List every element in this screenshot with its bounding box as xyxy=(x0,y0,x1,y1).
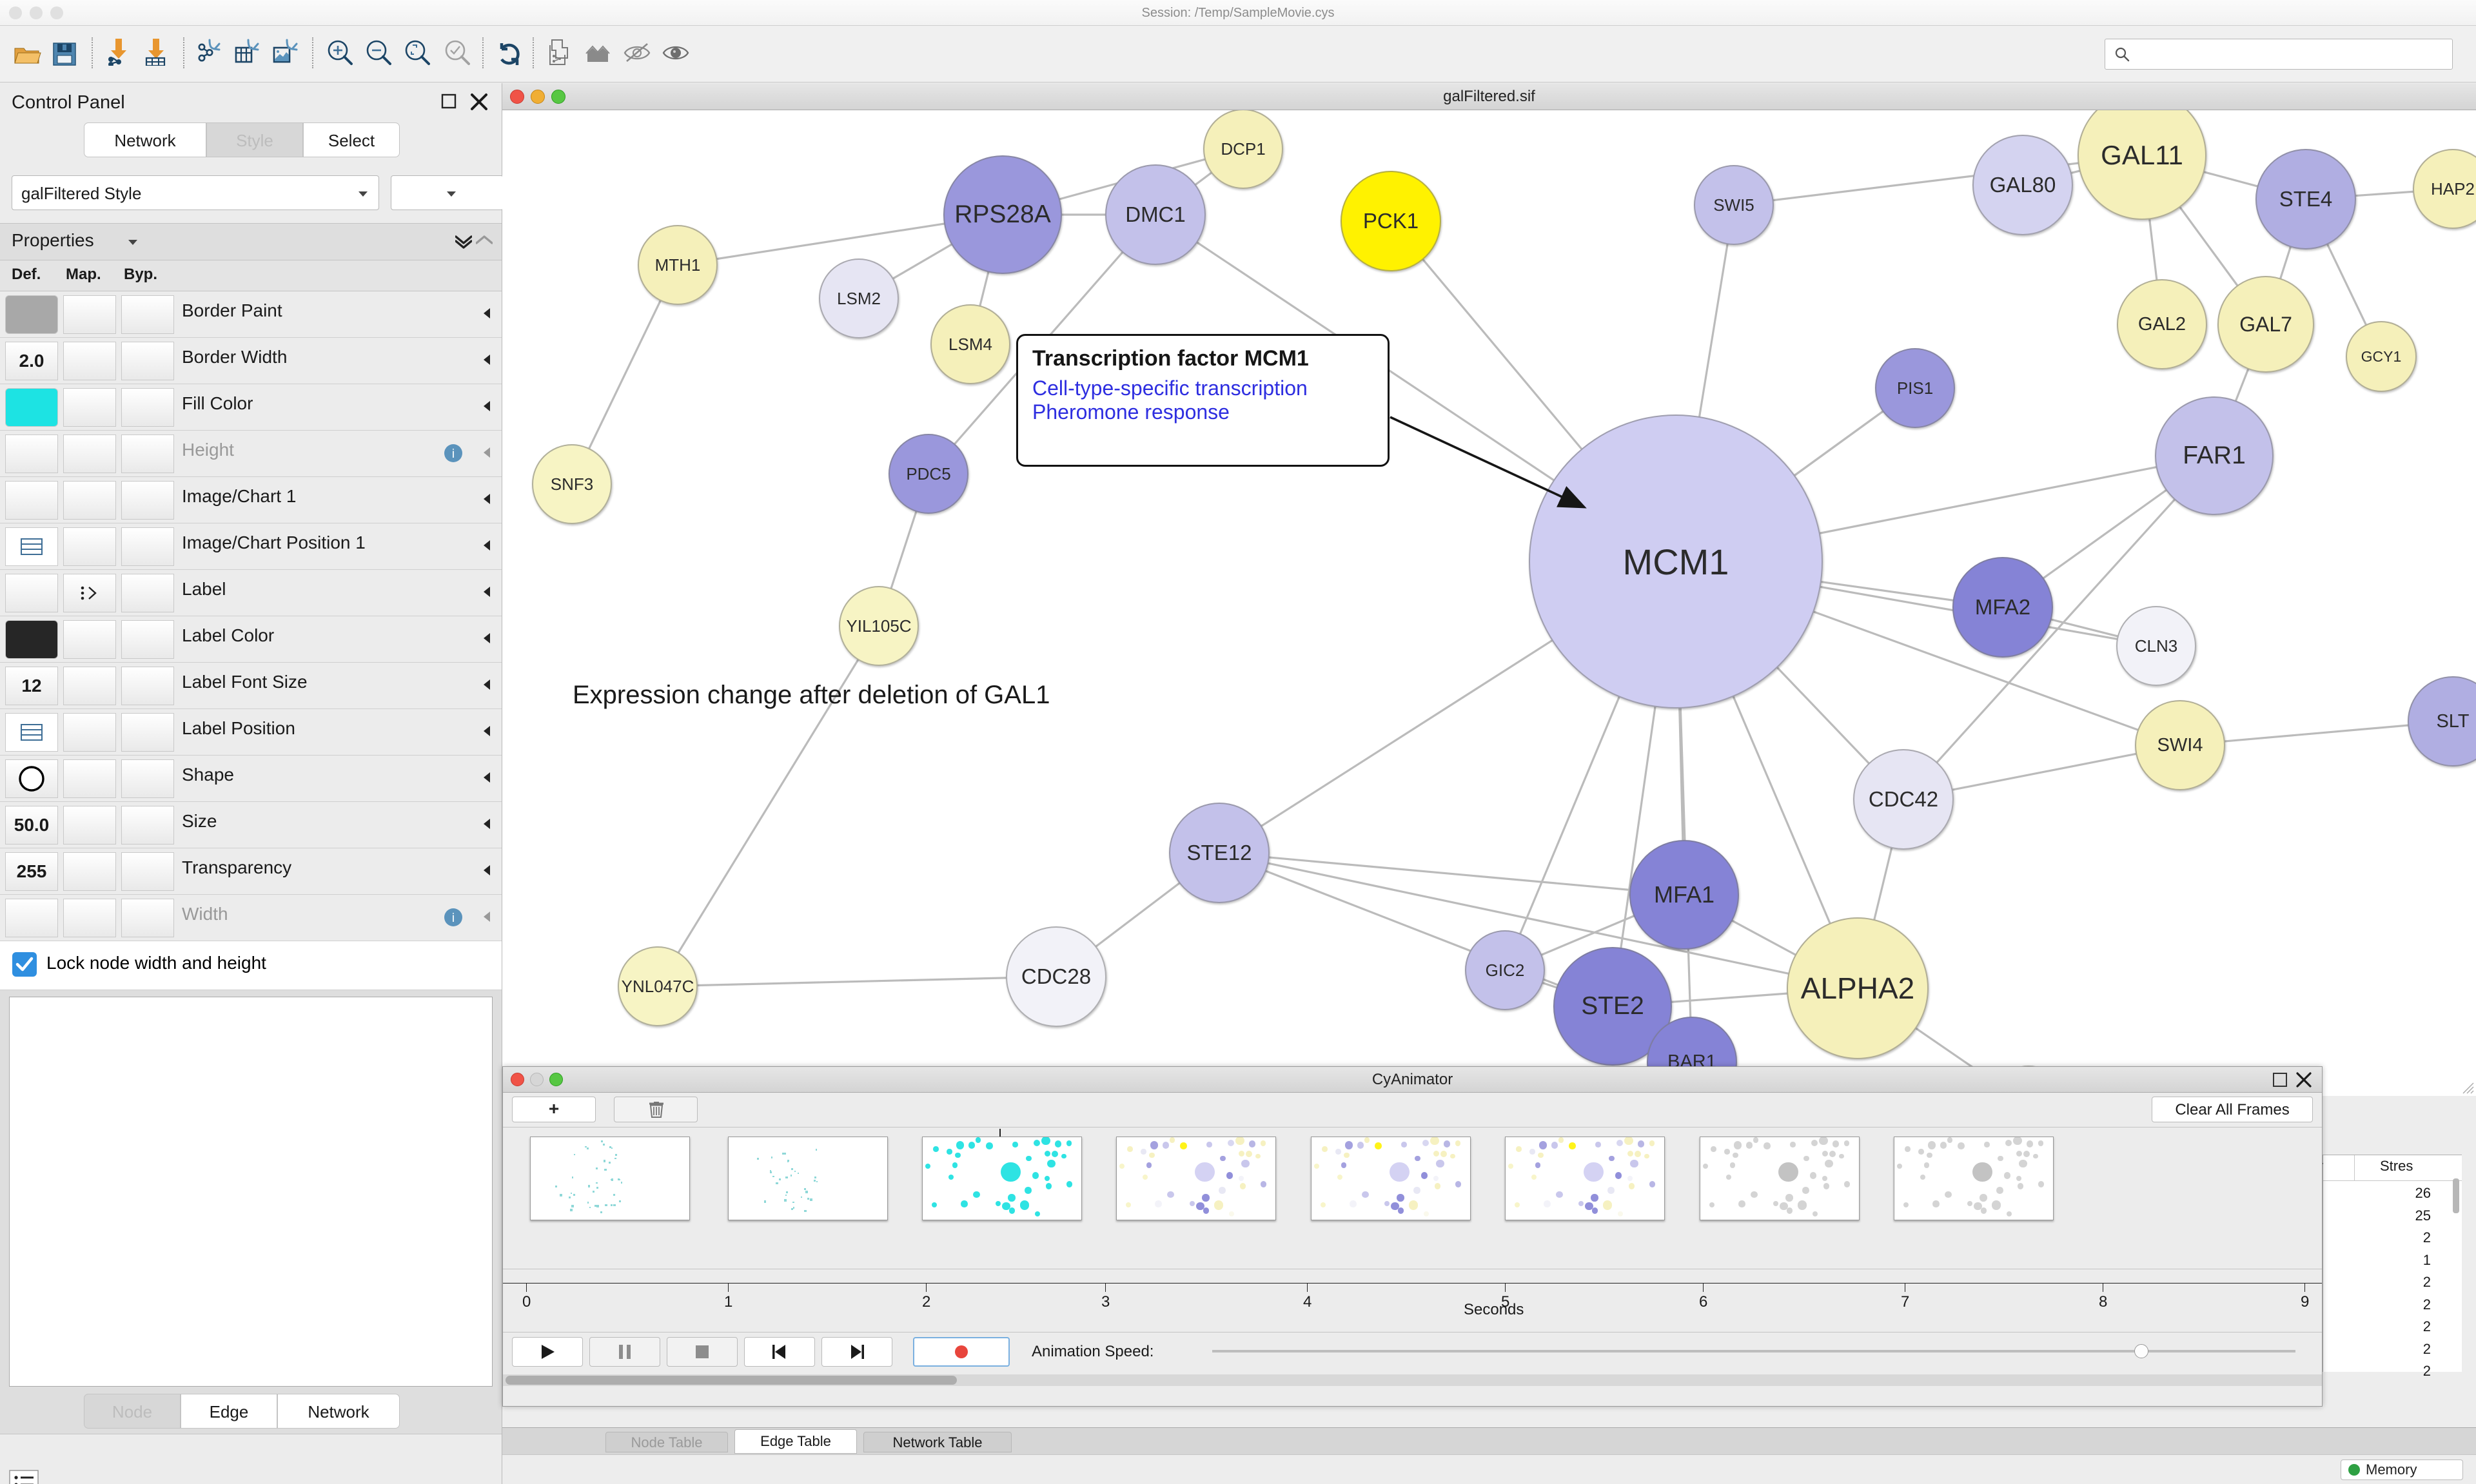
svg-text:i: i xyxy=(452,912,455,925)
svg-text:i: i xyxy=(452,447,455,461)
